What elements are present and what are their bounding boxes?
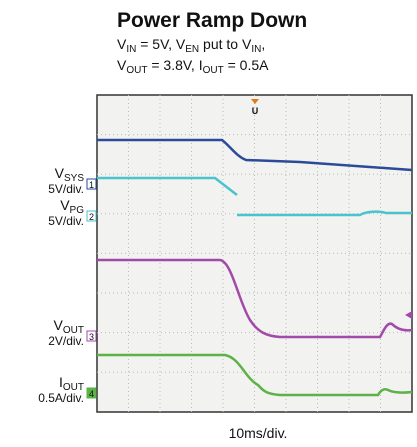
svg-text:U: U xyxy=(252,106,259,116)
timebase: 10ms/div. xyxy=(229,425,288,441)
channel-scale: 2V/div. xyxy=(48,334,84,348)
channel-scale: 5V/div. xyxy=(48,214,84,228)
channel-number: 3 xyxy=(89,332,94,342)
subtitle-line: VOUT = 3.8V, IOUT = 0.5A xyxy=(117,57,269,76)
channel-number: 1 xyxy=(89,180,94,190)
subtitle-line: VIN = 5V, VEN put to VIN, xyxy=(117,36,265,55)
scope-figure: Power Ramp Down VIN = 5V, VEN put to VIN… xyxy=(0,0,417,447)
channel-number: 4 xyxy=(89,389,94,399)
title: Power Ramp Down xyxy=(117,9,307,32)
channel-scale: 5V/div. xyxy=(48,182,84,196)
channel-scale: 0.5A/div. xyxy=(38,391,84,405)
channel-number: 2 xyxy=(89,212,94,222)
scope-screen: U xyxy=(97,95,412,412)
